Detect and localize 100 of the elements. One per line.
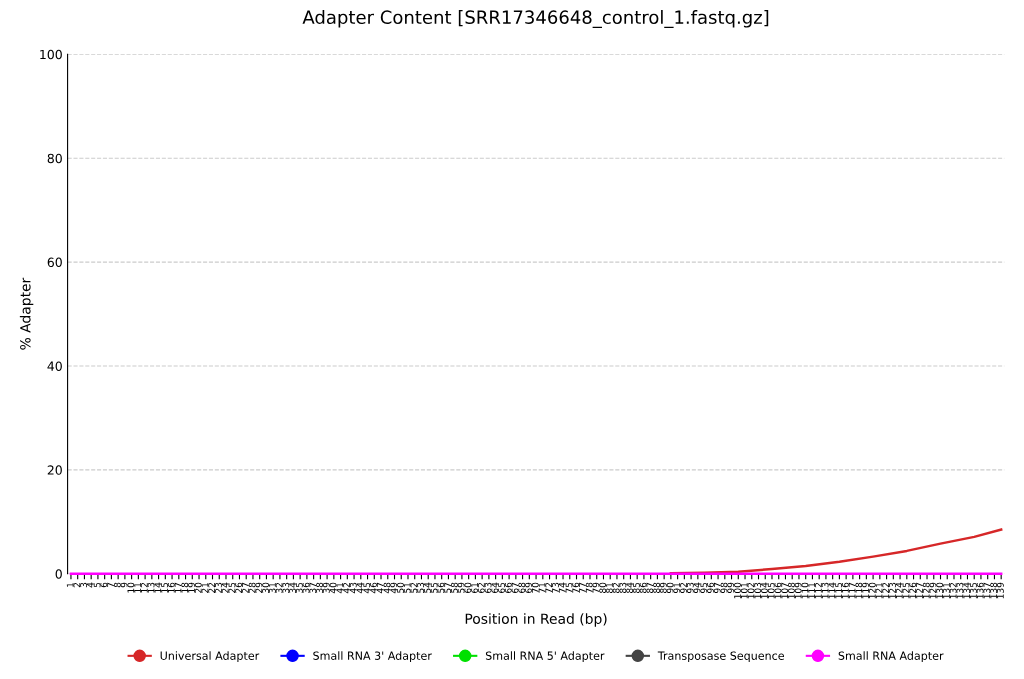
x-tick-label: 134 [963,582,971,599]
x-tick-label: 116 [841,582,849,599]
x-tick-label: 77 [579,582,586,593]
x-tick-label: 97 [713,582,721,594]
x-tick-label: 95 [700,582,708,594]
x-tick-label: 108 [788,582,795,599]
x-tick-label: 84 [626,582,634,593]
x-tick-label: 8 [113,582,121,588]
x-tick-label: 106 [774,582,782,599]
x-tick-label: 78 [585,582,593,593]
x-tick-label: 47 [376,582,384,594]
x-tick-label: 19 [188,582,195,593]
x-tick-label: 53 [417,582,425,593]
x-tick-label: 46 [370,582,377,594]
x-tick-label: 52 [410,582,418,593]
x-tick-label: 81 [606,582,613,593]
x-tick-label: 38 [316,582,323,593]
x-tick-label: 93 [686,582,694,594]
x-tick-label: 126 [909,582,917,599]
legend-label: Universal Adapter [160,651,260,663]
x-tick-label: 133 [956,582,964,599]
x-tick-label: 66 [504,582,512,593]
x-tick-label: 91 [673,582,681,594]
x-tick-label: 63 [484,582,492,593]
x-tick-label: 90 [666,582,674,594]
x-tick-label: 109 [794,582,802,599]
x-tick-label: 5 [93,582,101,588]
y-tick-label: 80 [47,153,62,164]
x-tick-label: 128 [922,582,930,599]
x-tick-label: 49 [390,582,398,594]
x-tick-label: 42 [343,582,350,594]
x-tick-label: 67 [511,582,519,593]
x-tick-label: 50 [397,582,404,593]
x-tick-label: 4 [87,582,94,588]
legend-label: Transposase Sequence [657,651,784,663]
x-tick-label: 48 [383,582,391,594]
x-tick-label: 9 [120,582,128,588]
x-tick-label: 36 [302,582,310,593]
x-tick-label: 28 [248,582,256,593]
x-tick-label: 51 [403,582,411,593]
x-tick-label: 132 [949,582,957,599]
x-tick-label: 115 [835,582,843,599]
x-tick-label: 45 [363,582,371,594]
y-tick-label: 100 [40,49,62,60]
x-tick-label: 24 [221,582,229,593]
x-tick-label: 138 [990,582,998,599]
x-tick-label: 43 [349,582,357,594]
x-tick-label: 17 [174,582,182,593]
x-tick-label: 68 [518,582,526,593]
x-tick-label: 111 [808,582,815,599]
legend-label: Small RNA Adapter [838,651,944,663]
x-tick-label: 62 [477,582,485,593]
x-tick-label: 60 [464,582,472,593]
x-tick-label: 85 [632,582,640,593]
x-tick-label: 130 [936,582,944,599]
x-tick-label: 113 [821,582,829,599]
x-axis-title: Position in Read (bp) [465,613,607,627]
x-tick-label: 40 [329,582,337,594]
x-tick-label: 29 [255,582,263,593]
y-tick-label: 0 [55,569,62,579]
x-tick-label: 21 [201,582,209,593]
x-tick-label: 10 [127,582,135,593]
chart-title: Adapter Content [SRR17346648_control_1.fastq.gz] [302,10,769,29]
x-tick-label: 88 [653,582,661,593]
x-tick-label: 98 [720,582,728,594]
x-tick-label: 87 [646,582,654,593]
x-tick-label: 136 [976,582,984,599]
x-tick-label: 118 [855,582,863,599]
x-tick-label: 39 [322,582,330,593]
x-tick-label: 37 [309,582,317,593]
x-tick-label: 58 [450,582,458,593]
x-tick-label: 135 [970,582,977,599]
x-tick-label: 123 [889,582,896,599]
x-tick-label: 137 [983,582,991,599]
x-tick-label: 105 [767,582,775,599]
x-tick-label: 1 [66,582,74,587]
x-tick-label: 96 [707,582,714,594]
x-tick-label: 127 [916,582,923,599]
x-tick-label: 82 [612,582,620,593]
x-tick-label: 79 [592,582,600,593]
x-tick-label: 3 [80,582,88,588]
x-tick-label: 101 [740,582,748,599]
x-tick-label: 30 [262,582,270,593]
x-tick-label: 83 [619,582,627,593]
x-tick-label: 31 [268,582,276,593]
y-tick-label: 60 [47,257,62,268]
x-tick-label: 125 [902,582,910,599]
x-tick-label: 35 [295,582,303,593]
x-tick-label: 6 [100,582,108,588]
x-tick-label: 129 [929,582,937,599]
x-tick-label: 75 [565,582,573,593]
x-tick-label: 25 [228,582,236,593]
x-tick-label: 34 [289,582,297,593]
x-tick-label: 119 [862,582,869,599]
y-axis-title: % Adapter [19,277,34,350]
x-tick-label: 14 [154,582,162,593]
x-tick-label: 69 [525,582,532,593]
x-tick-label: 92 [680,582,687,594]
legend-label: Small RNA 5' Adapter [485,651,605,663]
x-tick-label: 59 [457,582,465,593]
